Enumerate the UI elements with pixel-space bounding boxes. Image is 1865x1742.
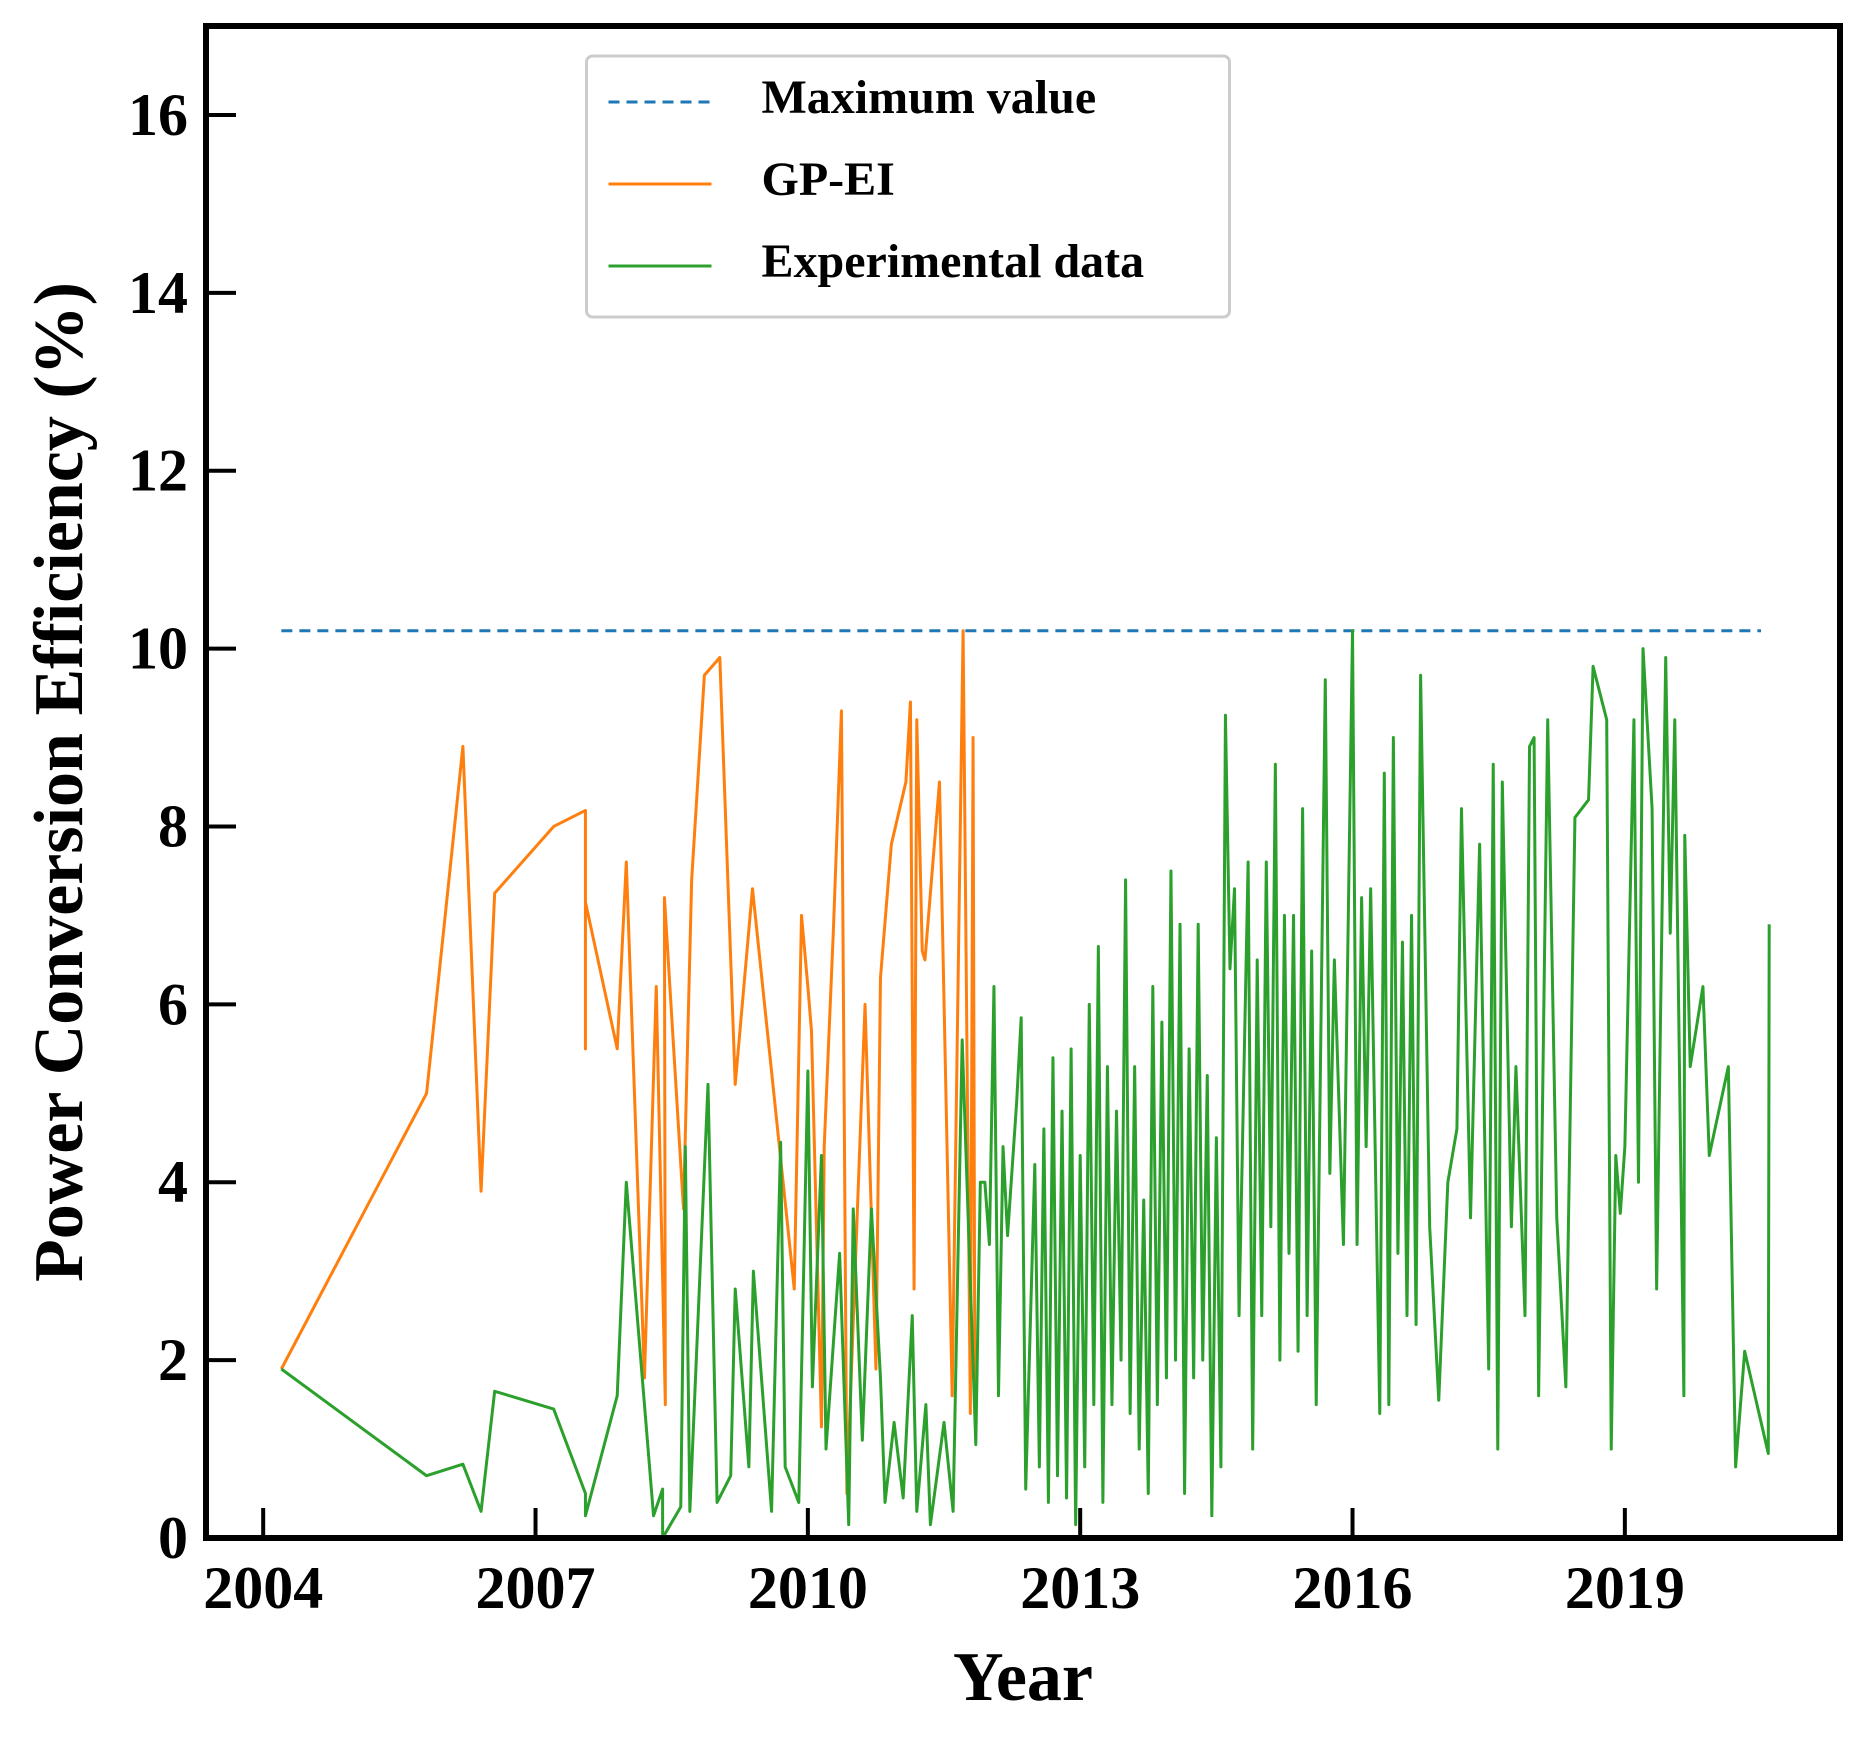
x-tick-label: 2004 (203, 1555, 323, 1621)
series-line (280, 629, 1771, 1540)
y-tick-label: 12 (128, 438, 188, 504)
y-tick-label: 4 (158, 1149, 188, 1215)
y-tick-label: 6 (158, 971, 188, 1037)
plot-frame (203, 23, 1843, 1541)
legend-label: GP-EI (762, 153, 895, 206)
y-tick-label: 0 (158, 1505, 188, 1571)
series-line (280, 629, 977, 1496)
legend-label: Experimental data (762, 235, 1145, 288)
x-tick-label: 2019 (1565, 1555, 1685, 1621)
legend-box (585, 54, 1231, 319)
x-tick-label: 2007 (476, 1555, 596, 1621)
x-axis-label: Year (953, 1639, 1093, 1716)
legend-label: Maximum value (762, 71, 1097, 124)
y-tick-label: 8 (158, 793, 188, 859)
x-tick-label: 2016 (1293, 1555, 1413, 1621)
x-tick-label: 2013 (1020, 1555, 1140, 1621)
y-tick-label: 14 (128, 260, 188, 326)
y-tick-label: 16 (128, 82, 188, 148)
legend: Maximum value GP-EI Experimental data (585, 54, 1231, 319)
y-tick-label: 10 (128, 616, 188, 682)
y-axis-label: Power Conversion Efficiency (%) (21, 282, 98, 1282)
y-tick-label: 2 (158, 1327, 188, 1393)
x-tick-label: 2010 (748, 1555, 868, 1621)
